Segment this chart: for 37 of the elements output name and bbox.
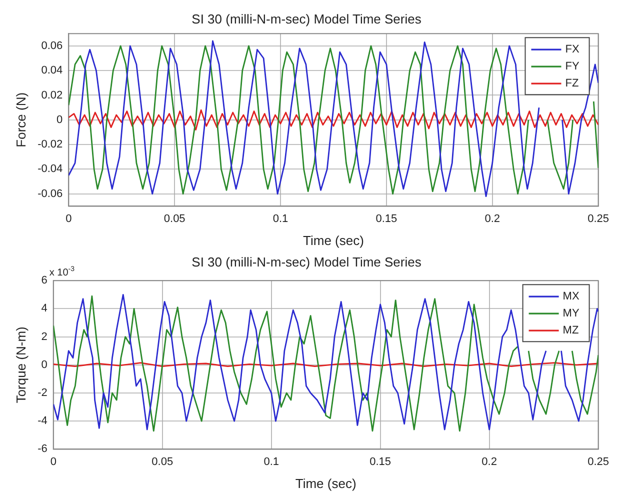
y-tick-label: 0 — [56, 114, 63, 126]
x-tick-label: 0.05 — [164, 212, 186, 225]
y-tick-label: -6 — [38, 443, 48, 456]
x-axis-title: Time (sec) — [295, 476, 356, 491]
x-tick-label: 0.15 — [376, 212, 398, 225]
chart-title: SI 30 (milli-N-m-sec) Model Time Series — [192, 11, 422, 26]
y-tick-label: 2 — [41, 330, 48, 343]
legend-label: FX — [565, 44, 580, 56]
y-tick-label: 0.02 — [41, 89, 63, 102]
y-tick-label: 6 — [41, 274, 48, 287]
chart-title: SI 30 (milli-N-m-sec) Model Time Series — [192, 254, 422, 270]
y-tick-label: 0 — [41, 358, 48, 371]
legend-label: FY — [565, 60, 580, 73]
legend-label: FZ — [565, 78, 579, 90]
x-tick-label: 0.05 — [152, 456, 174, 468]
x-tick-label: 0.1 — [264, 456, 279, 468]
y-tick-label: -0.04 — [38, 163, 63, 176]
y-axis-title: Torque (N-m) — [13, 326, 28, 404]
x-tick-label: 0.1 — [272, 212, 288, 225]
y-tick-label: 0.06 — [41, 40, 63, 52]
x-tick-label: 0.2 — [482, 456, 497, 468]
y-tick-label: -0.06 — [38, 188, 63, 200]
legend-label: MY — [562, 308, 580, 320]
y-tick-label: -4 — [38, 415, 48, 428]
x-tick-label: 0.15 — [370, 456, 392, 468]
legend-label: MX — [562, 290, 580, 303]
x-axis-title: Time (sec) — [303, 232, 364, 248]
x-tick-label: 0 — [66, 212, 72, 225]
y-axis-title: Force (N) — [13, 92, 28, 148]
y-tick-label: -2 — [38, 387, 48, 400]
y-tick-label: 0.04 — [41, 64, 63, 77]
y-tick-label: -0.02 — [38, 138, 63, 151]
x-tick-label: 0.25 — [588, 456, 610, 468]
x-tick-label: 0.25 — [588, 212, 610, 225]
legend-label: MZ — [562, 324, 579, 337]
x-tick-label: 0.2 — [484, 212, 500, 225]
y-tick-label: 4 — [41, 302, 48, 315]
